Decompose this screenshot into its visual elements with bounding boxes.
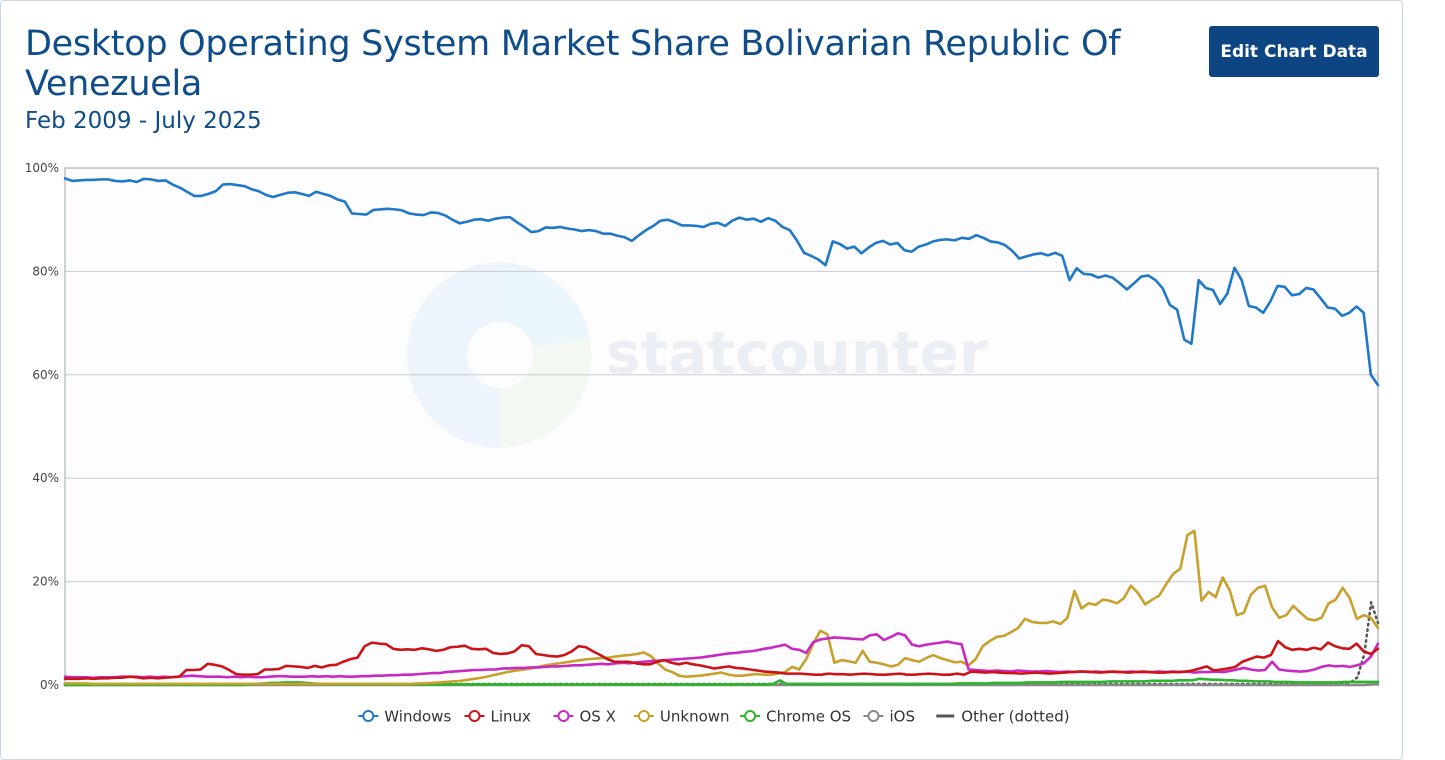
series-lines — [63, 177, 1380, 687]
statcounter-watermark: statcounter — [407, 262, 988, 448]
legend-marker-circle — [744, 710, 757, 722]
chart-title: Desktop Operating System Market Share Bo… — [25, 24, 1121, 104]
legend: Windows Linux OS X Unknown Chrome OS iOS Other… — [358, 708, 1070, 726]
legend-label: Linux — [491, 708, 532, 726]
plot-background — [65, 168, 1378, 685]
legend-item-linux[interactable]: Linux — [464, 708, 532, 726]
series-line-unknown — [63, 529, 1380, 686]
watermark-logo-slice-green — [500, 338, 592, 448]
legend-item-chrome-os[interactable]: Chrome OS — [740, 708, 851, 726]
series-line-chrome-os — [63, 677, 1380, 687]
legend-label: Windows — [384, 708, 451, 726]
series-line-windows — [63, 177, 1380, 387]
legend-item-ios[interactable]: iOS — [863, 708, 916, 726]
legend-marker-circle — [867, 710, 880, 722]
chart-card — [0, 0, 1403, 760]
watermark-text: statcounter — [606, 319, 988, 387]
legend-item-other-dotted[interactable]: Other (dotted) — [936, 708, 1070, 726]
legend-marker-circle — [557, 710, 570, 722]
legend-label: Chrome OS — [766, 708, 851, 726]
legend-label: Other (dotted) — [961, 708, 1069, 726]
watermark-logo-slice-cyan — [500, 262, 590, 346]
y-axis-ticks: 0% 20% 40% 60% 80% 100% — [25, 161, 59, 692]
legend-item-windows[interactable]: Windows — [358, 708, 451, 726]
legend-marker-circle — [468, 710, 481, 722]
y-tick-label: 0% — [40, 678, 59, 692]
y-tick-label: 60% — [32, 368, 59, 382]
y-tick-label: 80% — [32, 264, 59, 278]
y-tick-label: 100% — [25, 161, 59, 175]
legend-item-os-x[interactable]: OS X — [553, 708, 616, 726]
legend-label: OS X — [580, 708, 616, 726]
y-tick-label: 40% — [32, 471, 59, 485]
legend-marker-circle — [637, 710, 650, 722]
legend-item-unknown[interactable]: Unknown — [633, 708, 730, 726]
y-tick-label: 20% — [32, 575, 59, 589]
series-line-linux — [63, 639, 1380, 681]
chart-subtitle: Feb 2009 - July 2025 — [25, 108, 262, 134]
legend-label: iOS — [890, 708, 916, 726]
legend-marker-circle — [362, 710, 375, 722]
edit-chart-data-button[interactable]: Edit Chart Data — [1209, 26, 1379, 77]
watermark-logo-slice-blue — [407, 262, 500, 448]
legend-label: Unknown — [660, 708, 730, 726]
